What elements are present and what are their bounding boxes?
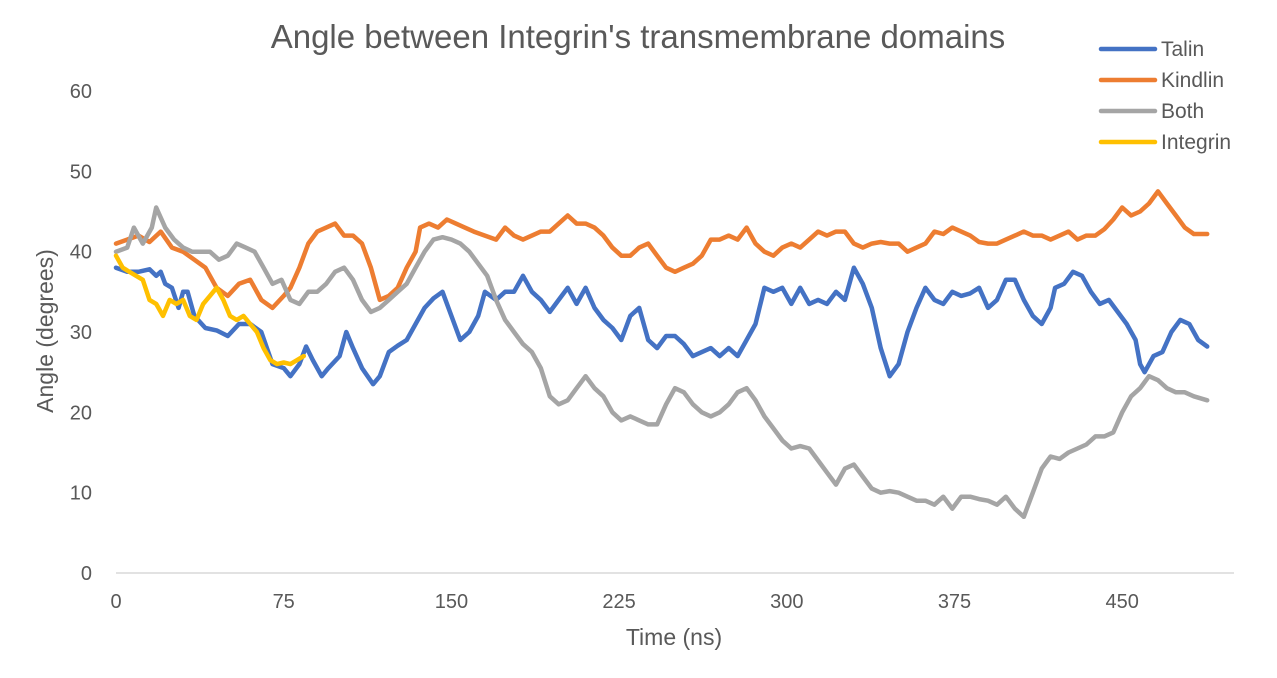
- legend-label-talin: Talin: [1161, 38, 1204, 61]
- y-tick-label: 40: [70, 242, 92, 264]
- x-axis-label: Time (ns): [626, 624, 722, 650]
- legend: Talin Kindlin Both Integrin: [1098, 38, 1231, 154]
- x-tick-label: 0: [110, 591, 121, 613]
- y-tick-labels: 0 10 20 30 40 50 60: [70, 81, 92, 585]
- x-tick-label: 75: [273, 591, 295, 613]
- series-line-integrin: [113, 253, 307, 367]
- y-tick-label: 60: [70, 81, 92, 103]
- legend-label-kindlin: Kindlin: [1161, 69, 1224, 92]
- chart-title: Angle between Integrin's transmembrane d…: [271, 18, 1006, 55]
- y-axis-label: Angle (degrees): [32, 249, 58, 413]
- y-tick-label: 50: [70, 161, 92, 183]
- y-tick-label: 20: [70, 402, 92, 424]
- y-tick-label: 10: [70, 483, 92, 505]
- x-tick-label: 375: [938, 591, 971, 613]
- series-line-both: [113, 205, 1210, 520]
- series-line-talin: [113, 265, 1210, 387]
- x-tick-label: 450: [1106, 591, 1139, 613]
- y-tick-label: 30: [70, 322, 92, 344]
- y-tick-label: 0: [81, 563, 92, 585]
- x-tick-labels: 0 75 150 225 300 375 450: [110, 591, 1138, 613]
- x-tick-label: 300: [770, 591, 803, 613]
- series-lines: [113, 189, 1210, 520]
- x-tick-label: 225: [602, 591, 635, 613]
- series-line-kindlin: [113, 189, 1210, 311]
- x-tick-label: 150: [435, 591, 468, 613]
- legend-label-both: Both: [1161, 100, 1204, 123]
- legend-label-integrin: Integrin: [1161, 131, 1231, 154]
